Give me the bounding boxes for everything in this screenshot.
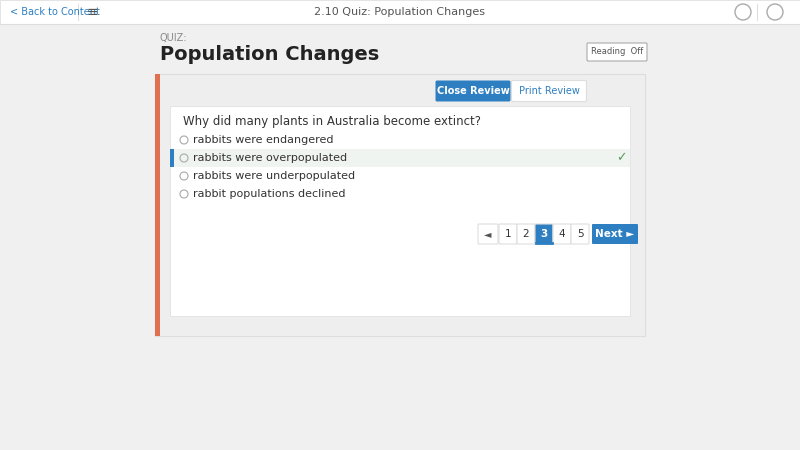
FancyBboxPatch shape (511, 81, 586, 102)
FancyBboxPatch shape (155, 74, 645, 336)
Text: 2.10 Quiz: Population Changes: 2.10 Quiz: Population Changes (314, 7, 486, 17)
Text: Next ►: Next ► (595, 229, 634, 239)
FancyBboxPatch shape (155, 74, 160, 336)
Text: ✓: ✓ (616, 152, 626, 165)
FancyBboxPatch shape (0, 0, 800, 24)
FancyBboxPatch shape (499, 224, 517, 244)
Text: rabbits were overpopulated: rabbits were overpopulated (193, 153, 347, 163)
Text: rabbits were endangered: rabbits were endangered (193, 135, 334, 145)
Text: < Back to Content: < Back to Content (10, 7, 100, 17)
Text: 5: 5 (577, 229, 583, 239)
Text: ≡: ≡ (87, 5, 98, 19)
Text: Close Review: Close Review (437, 86, 510, 96)
Text: 3: 3 (540, 229, 548, 239)
FancyBboxPatch shape (571, 224, 589, 244)
Text: ◄: ◄ (484, 229, 492, 239)
FancyBboxPatch shape (478, 224, 498, 244)
FancyBboxPatch shape (587, 43, 647, 61)
Text: Population Changes: Population Changes (160, 45, 379, 63)
Text: 2: 2 (522, 229, 530, 239)
FancyBboxPatch shape (170, 149, 630, 167)
Text: Reading  Off: Reading Off (591, 48, 643, 57)
Text: rabbit populations declined: rabbit populations declined (193, 189, 346, 199)
FancyBboxPatch shape (553, 224, 571, 244)
Text: 1: 1 (505, 229, 511, 239)
FancyBboxPatch shape (535, 224, 553, 244)
FancyBboxPatch shape (170, 149, 174, 167)
FancyBboxPatch shape (435, 81, 510, 102)
FancyBboxPatch shape (170, 106, 630, 316)
Text: rabbits were underpopulated: rabbits were underpopulated (193, 171, 355, 181)
Text: Print Review: Print Review (518, 86, 579, 96)
FancyBboxPatch shape (592, 224, 638, 244)
Text: QUIZ:: QUIZ: (160, 33, 187, 43)
Text: 4: 4 (558, 229, 566, 239)
FancyBboxPatch shape (517, 224, 535, 244)
Text: Why did many plants in Australia become extinct?: Why did many plants in Australia become … (183, 116, 481, 129)
